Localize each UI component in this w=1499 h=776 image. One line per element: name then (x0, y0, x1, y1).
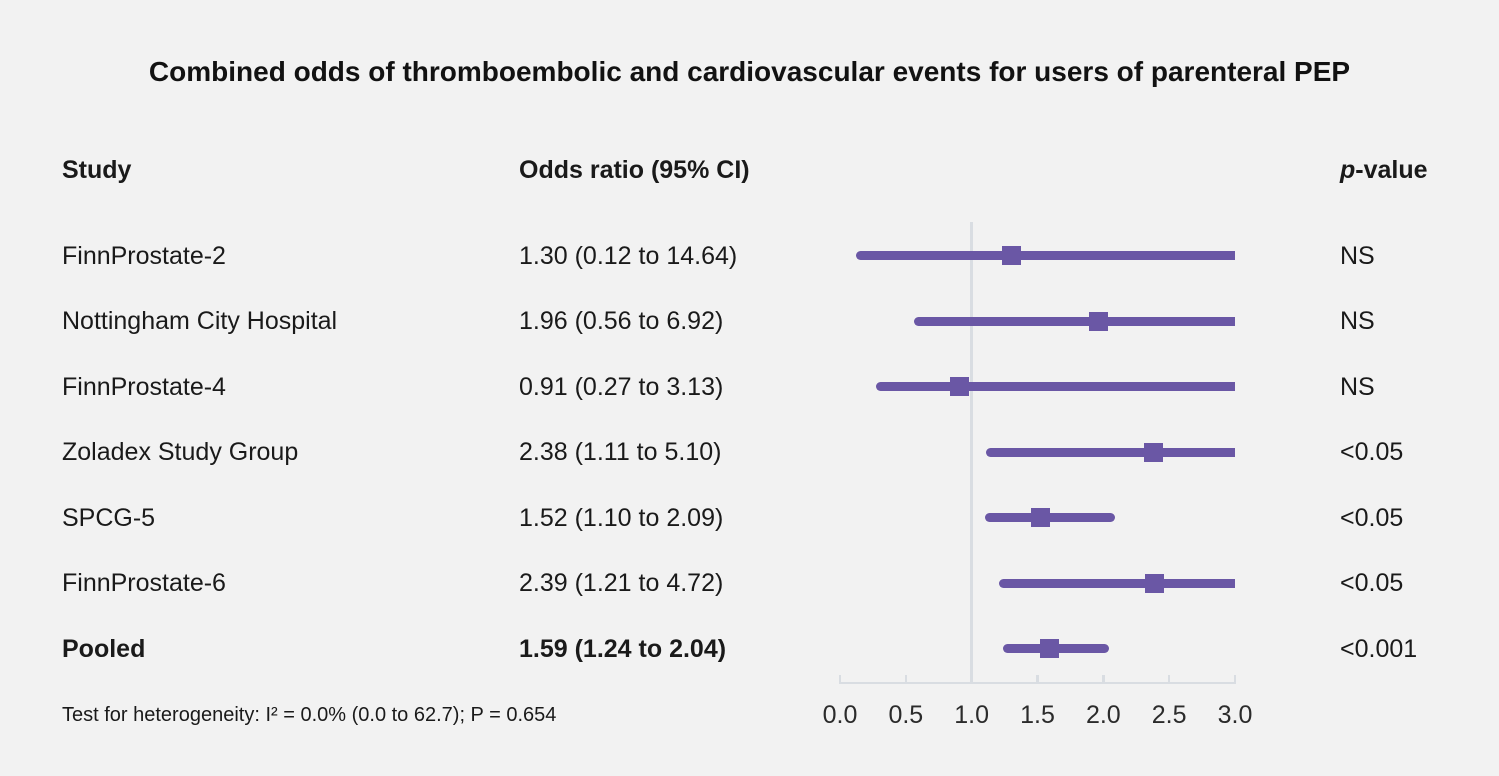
reference-line-null-effect (970, 222, 973, 684)
ci-line (875, 382, 1235, 391)
or-point-marker (1145, 573, 1165, 593)
x-axis-tick-label: 0.5 (888, 701, 924, 729)
or-point-marker (1039, 639, 1059, 658)
p-value: NS (1340, 372, 1375, 401)
x-axis-tick (838, 674, 842, 682)
or-point-marker (1088, 311, 1108, 331)
p-value: NS (1340, 241, 1375, 270)
x-axis-line (838, 681, 1237, 684)
ci-line (999, 578, 1235, 588)
or-point-marker (950, 377, 970, 396)
ci-line (984, 513, 1116, 522)
odds-ratio-value: 1.59 (1.24 to 2.04) (519, 634, 727, 663)
x-axis-tick-label: 2.5 (1151, 701, 1187, 729)
x-axis-tick-label: 1.0 (954, 701, 990, 729)
x-axis-tick (1233, 674, 1237, 682)
heterogeneity-footnote: Test for heterogeneity: I² = 0.0% (0.0 t… (62, 704, 557, 726)
or-point-marker (1143, 442, 1163, 462)
study-label: SPCG-5 (62, 503, 156, 532)
study-label: Pooled (62, 634, 146, 663)
study-label: FinnProstate-4 (62, 372, 226, 401)
chart-title: Combined odds of thromboembolic and card… (148, 56, 1351, 87)
column-header-p-value: p-value (1340, 156, 1428, 185)
ci-line (855, 251, 1235, 260)
study-label: FinnProstate-2 (62, 241, 226, 270)
odds-ratio-value: 2.39 (1.21 to 4.72) (519, 569, 724, 597)
study-label: Zoladex Study Group (62, 438, 299, 466)
column-header-study: Study (62, 156, 132, 184)
p-value-header-italic-p: p (1340, 156, 1356, 184)
p-value: <0.001 (1340, 634, 1418, 663)
x-axis-tick (1102, 674, 1105, 682)
x-axis-tick (1167, 674, 1171, 682)
odds-ratio-value: 1.52 (1.10 to 2.09) (519, 503, 724, 532)
odds-ratio-value: 1.96 (0.56 to 6.92) (519, 307, 724, 335)
odds-ratio-value: 0.91 (0.27 to 3.13) (519, 372, 724, 401)
p-value: <0.05 (1340, 503, 1404, 532)
x-axis-tick (1036, 674, 1039, 682)
study-label: FinnProstate-6 (62, 569, 226, 597)
p-value: <0.05 (1340, 438, 1404, 466)
ci-line (913, 316, 1235, 326)
x-axis-tick-label: 2.0 (1085, 701, 1121, 729)
odds-ratio-value: 2.38 (1.11 to 5.10) (519, 438, 722, 466)
x-axis-tick-label: 1.5 (1020, 701, 1055, 729)
x-axis-tick-label: 0.0 (822, 701, 858, 729)
x-axis-tick-label: 3.0 (1217, 701, 1253, 729)
x-axis-tick (904, 674, 908, 682)
odds-ratio-value: 1.30 (0.12 to 14.64) (519, 241, 738, 270)
p-value: NS (1340, 307, 1375, 335)
or-point-marker (1030, 508, 1050, 527)
ci-line (986, 447, 1235, 457)
p-value-header-rest: -value (1355, 156, 1428, 184)
study-label: Nottingham City Hospital (62, 307, 338, 335)
column-header-odds-ratio: Odds ratio (95% CI) (519, 156, 750, 184)
x-axis-tick (970, 674, 973, 682)
p-value: <0.05 (1340, 569, 1404, 597)
or-point-marker (1001, 246, 1021, 265)
